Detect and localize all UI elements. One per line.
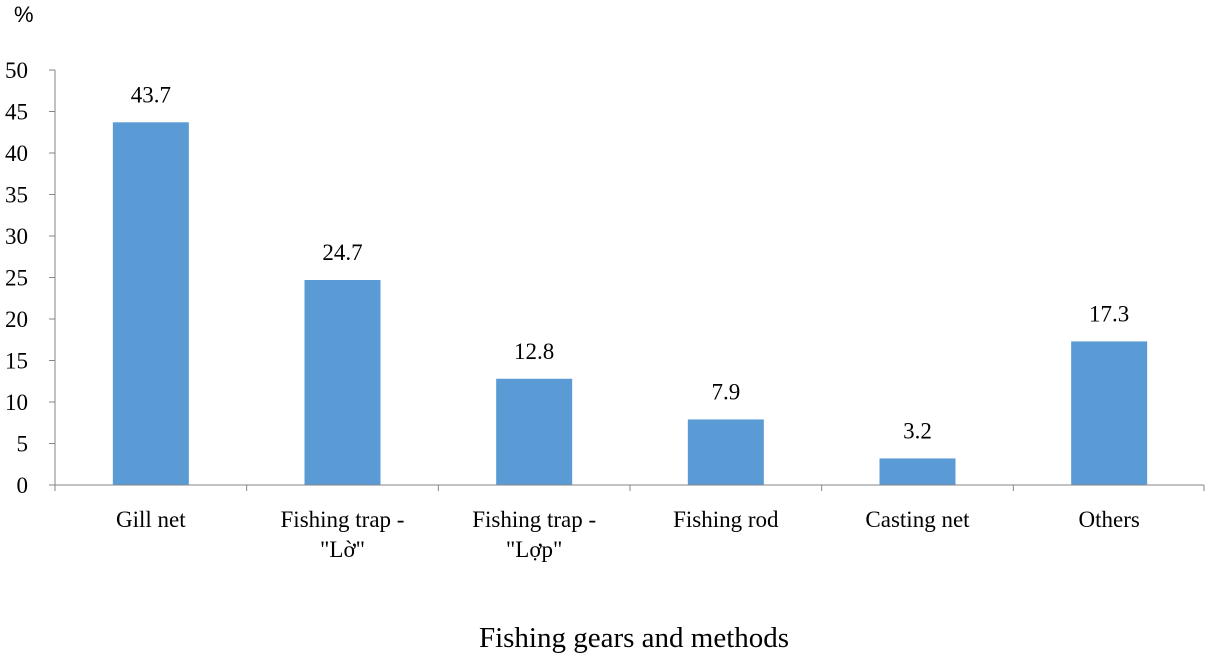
x-axis-ticks: Gill net Fishing trap -"Lờ"Fishing trap -… bbox=[54, 485, 1205, 562]
x-tick-label: Fishing trap - "Lờ" bbox=[281, 507, 405, 562]
data-label: 7.9 bbox=[711, 379, 740, 404]
bar bbox=[112, 122, 189, 485]
data-labels: 43.7 24.7 12.8 7.9 3.2 17.3 bbox=[131, 82, 1130, 443]
x-tick-label: Fishing trap - "Lợp" bbox=[472, 507, 596, 562]
x-tick-label-line: Gill net bbox=[116, 507, 186, 532]
x-tick-label: Gill net bbox=[116, 507, 186, 532]
y-tick-label: 50 bbox=[5, 58, 28, 83]
bar bbox=[304, 279, 381, 485]
y-tick-label: 10 bbox=[5, 390, 28, 415]
data-label: 43.7 bbox=[131, 82, 171, 107]
x-tick-label-line: Fishing trap - bbox=[472, 507, 596, 532]
y-tick-label: 35 bbox=[5, 183, 28, 208]
x-tick-label-line: Casting net bbox=[865, 507, 970, 532]
x-tick-label-line: Fishing trap - bbox=[281, 507, 405, 532]
y-tick-label: 25 bbox=[5, 266, 28, 291]
y-tick-label: 20 bbox=[5, 307, 28, 332]
x-tick-label: Others bbox=[1079, 507, 1140, 532]
y-tick-label: 15 bbox=[5, 349, 28, 374]
x-tick-label-line: "Lợp" bbox=[506, 537, 563, 562]
data-label: 24.7 bbox=[322, 240, 362, 265]
y-tick-label: 45 bbox=[5, 100, 28, 125]
bar bbox=[879, 458, 956, 485]
y-axis-label: % bbox=[14, 2, 34, 27]
bar bbox=[687, 419, 764, 485]
y-tick-label: 40 bbox=[5, 141, 28, 166]
bars bbox=[112, 122, 1148, 485]
x-tick-label-line: Others bbox=[1079, 507, 1140, 532]
x-axis-title: Fishing gears and methods bbox=[479, 622, 789, 654]
y-axis-ticks: 0 5 10 15 20 25 30 35 40 45 50 bbox=[5, 58, 55, 498]
data-label: 3.2 bbox=[903, 418, 932, 443]
data-label: 12.8 bbox=[514, 339, 554, 364]
x-tick-label: Fishing rod bbox=[673, 507, 779, 532]
x-tick-label-line: Fishing rod bbox=[673, 507, 779, 532]
y-tick-label: 5 bbox=[17, 432, 29, 457]
data-label: 17.3 bbox=[1089, 301, 1129, 326]
y-tick-label: 0 bbox=[17, 473, 29, 498]
bar bbox=[496, 378, 573, 485]
y-tick-label: 30 bbox=[5, 224, 28, 249]
bar bbox=[1071, 341, 1148, 485]
x-tick-label: Casting net bbox=[865, 507, 970, 532]
x-tick-label-line: "Lờ" bbox=[320, 537, 365, 562]
